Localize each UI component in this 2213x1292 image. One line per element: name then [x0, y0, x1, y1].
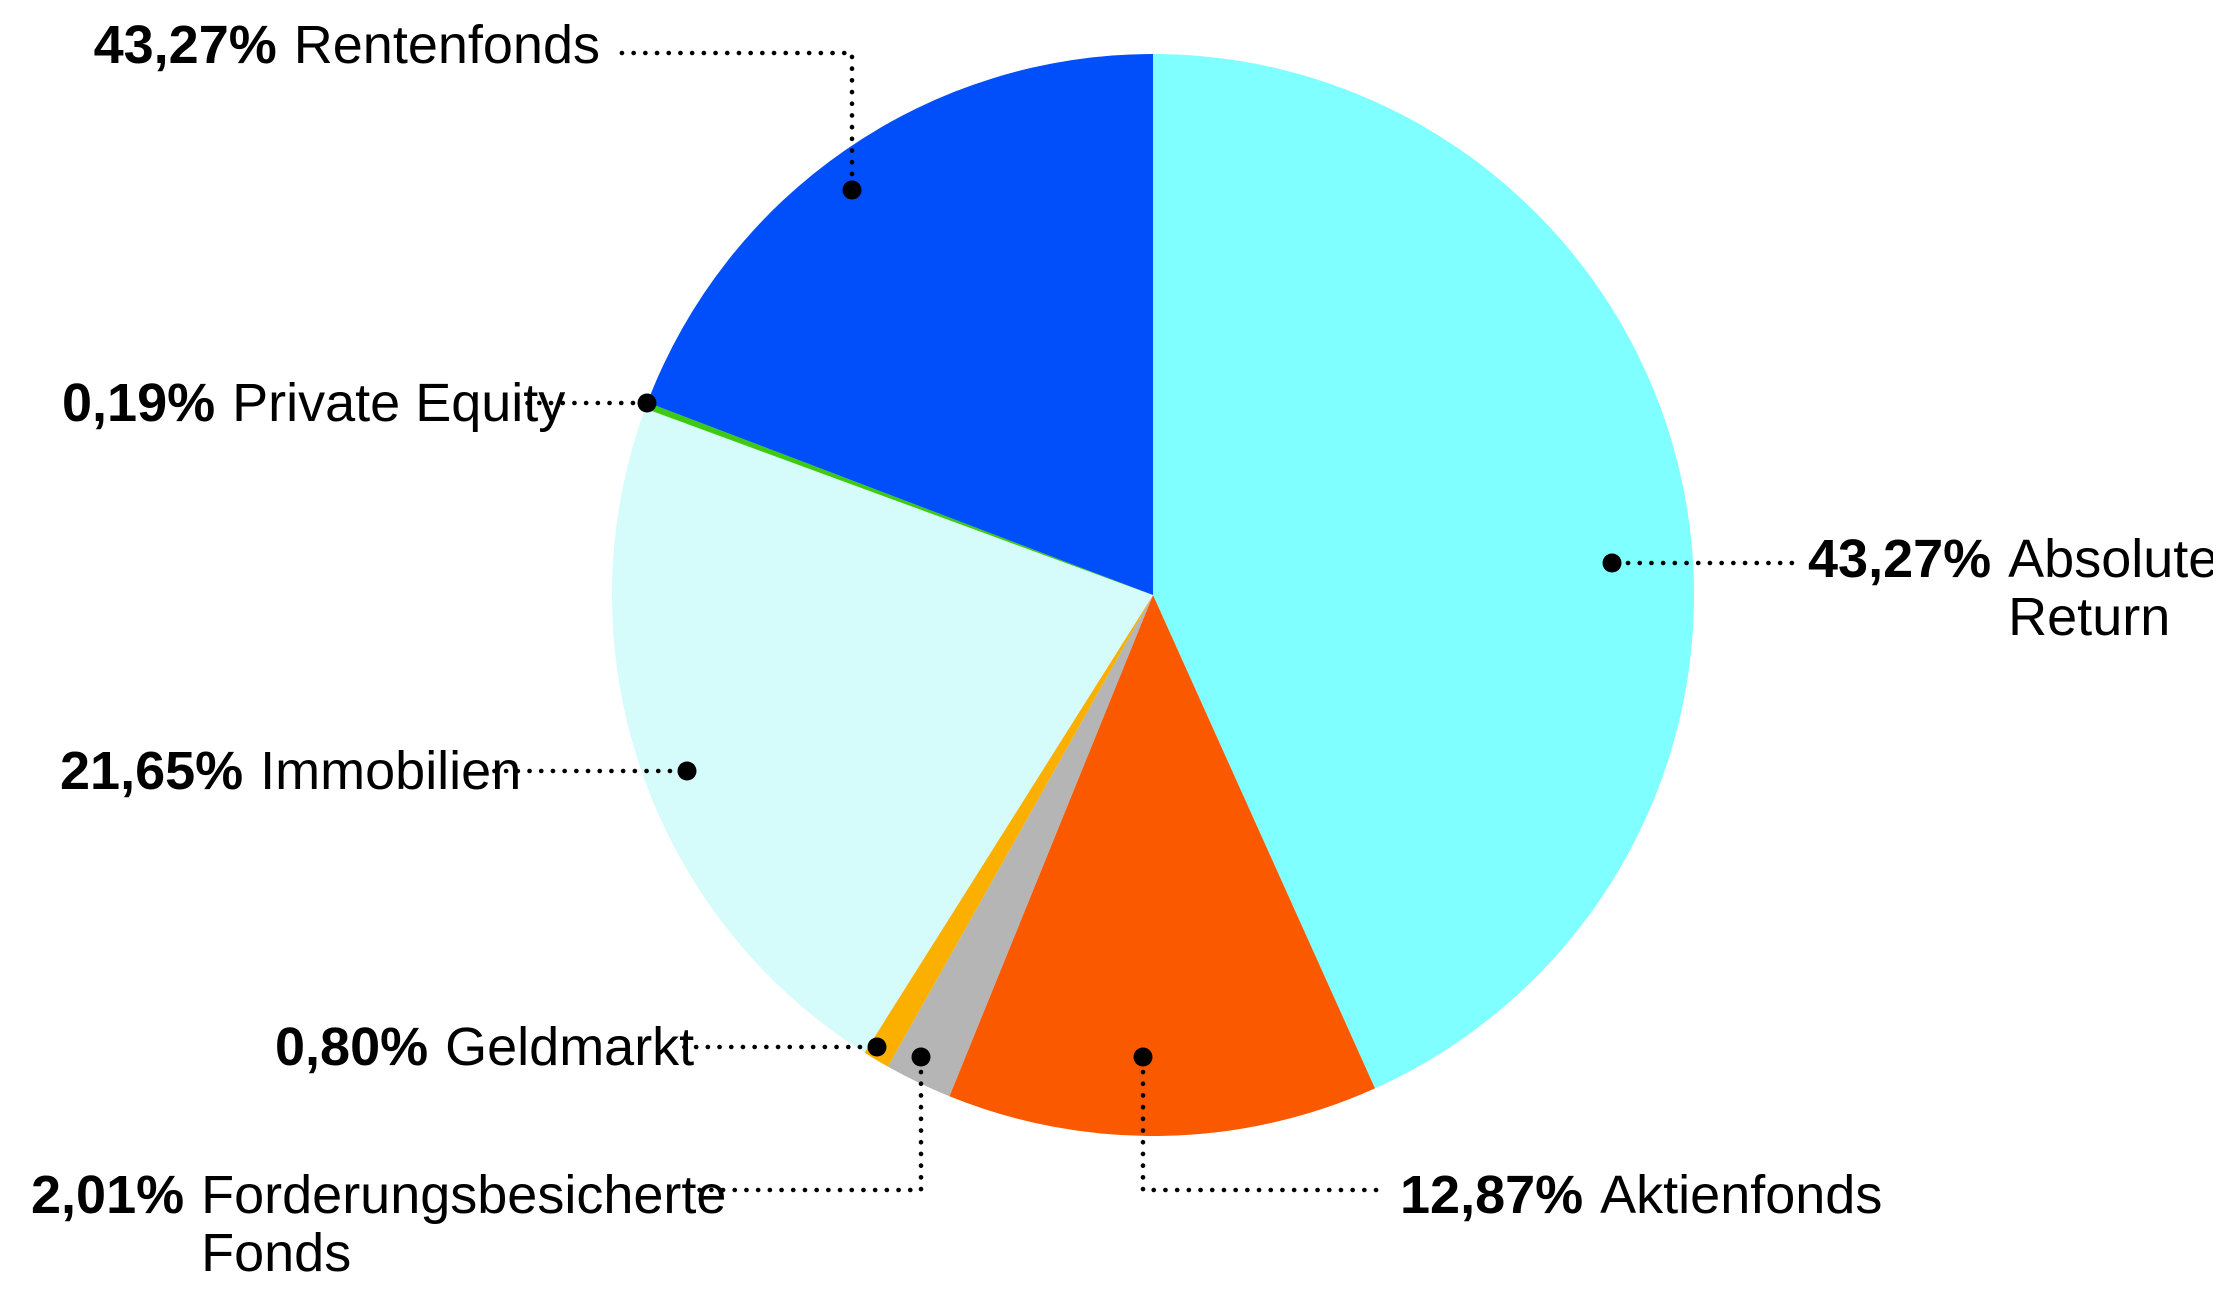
label-private-equity-percent: 0,19% — [62, 373, 216, 433]
callout-dot-private-equity — [637, 393, 657, 413]
label-rentenfonds: 43,27% Rentenfonds — [94, 16, 600, 74]
pie-slices — [611, 53, 1695, 1137]
label-geldmarkt-name: Geldmarkt — [445, 1017, 695, 1077]
label-private-equity-name: Private Equity — [232, 373, 566, 433]
label-absolute-return-name: Absolute Return — [2008, 529, 2213, 647]
label-aktienfonds-name: Aktienfonds — [1600, 1165, 1883, 1225]
pie-slice-absolute-return — [1153, 53, 1695, 1089]
callout-dot-aktienfonds — [1133, 1047, 1153, 1067]
label-forderungsbesicherte-percent: 2,01% — [31, 1165, 185, 1225]
label-aktienfonds-percent: 12,87% — [1400, 1165, 1584, 1225]
label-immobilien: 21,65% Immobilien — [60, 742, 521, 800]
callout-dot-absolute-return — [1602, 553, 1622, 573]
callout-line-forderungsbesicherte-fonds — [679, 1069, 924, 1193]
callout-lines — [489, 50, 1805, 1193]
label-aktienfonds: 12,87% Aktienfonds — [1400, 1166, 1882, 1224]
pie-slice-geldmarkt — [864, 595, 1153, 1067]
pie-slice-immobilien — [611, 408, 1153, 1053]
label-absolute-return-percent: 43,27% — [1808, 529, 1992, 589]
label-rentenfonds-percent: 43,27% — [93, 15, 277, 75]
label-rentenfonds-name: Rentenfonds — [293, 15, 600, 75]
callout-line-rentenfonds — [611, 50, 855, 177]
label-absolute-return: 43,27% Absolute Return — [1808, 530, 2213, 646]
label-geldmarkt: 0,80% Geldmarkt — [275, 1018, 694, 1076]
label-geldmarkt-percent: 0,80% — [275, 1017, 429, 1077]
pie-slice-aktienfonds — [949, 595, 1376, 1137]
label-forderungsbesicherte-fonds: 2,01% Forderungsbesicherte Fonds — [31, 1166, 741, 1282]
pie-slice-forderungsbesicherte-fonds — [887, 595, 1153, 1097]
label-forderungsbesicherte-name: Forderungsbesicherte Fonds — [201, 1165, 727, 1283]
callout-dot-rentenfonds — [842, 180, 862, 200]
callout-dot-geldmarkt — [867, 1037, 887, 1057]
callout-line-aktienfonds — [1140, 1069, 1385, 1193]
callout-dot-forderungsbesicherte-fonds — [911, 1047, 931, 1067]
callout-dot-immobilien — [677, 761, 697, 781]
label-immobilien-name: Immobilien — [260, 741, 522, 801]
pie-slice-private-equity — [645, 402, 1153, 595]
pie-slice-rentenfonds — [647, 54, 1153, 595]
label-immobilien-percent: 21,65% — [60, 741, 244, 801]
label-private-equity: 0,19% Private Equity — [62, 374, 565, 432]
